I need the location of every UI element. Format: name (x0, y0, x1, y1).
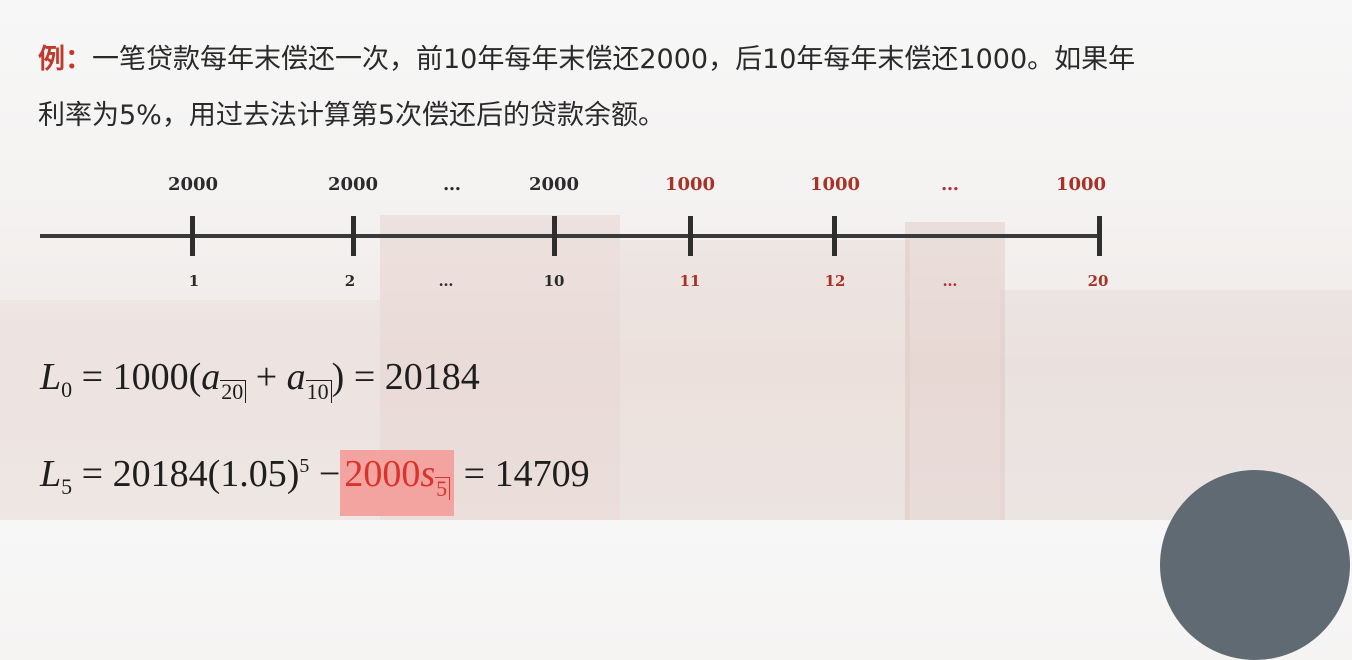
timeline-tick (688, 216, 693, 256)
payment-amount: 2000 (327, 174, 379, 195)
problem-line-2: 利率为5%，用过去法计算第5次偿还后的贷款余额。 (38, 100, 666, 131)
formula-result: 14709 (494, 453, 590, 495)
background-building (0, 300, 380, 520)
payment-amount: 1000 (1055, 174, 1107, 195)
period-ellipsis: … (438, 272, 454, 290)
formula-initial-balance: L0 = 1000(a20 + a10) = 20184 (40, 356, 480, 404)
period-label: 20 (1087, 272, 1109, 290)
cash-flow-timeline: 2000 2000 … 2000 1000 1000 … 1000 1 2 … … (0, 160, 1352, 310)
timeline-tick (351, 216, 356, 256)
problem-statement: 例：一笔贷款每年末偿还一次，前10年每年末偿还2000，后10年每年末偿还100… (38, 32, 1338, 144)
highlighted-term: 2000s5 (340, 450, 455, 516)
period-label: 12 (824, 272, 846, 290)
period-label: 1 (188, 272, 200, 290)
example-label: 例： (38, 44, 92, 75)
timeline-tick (1097, 216, 1102, 256)
timeline-tick (190, 216, 195, 256)
annuity-subscript: 10 (305, 380, 332, 403)
formula-balance-after-5: L5 = 20184(1.05)5 −2000s5 = 14709 (40, 450, 590, 516)
background-building (620, 240, 910, 520)
annuity-subscript: 5 (435, 477, 451, 500)
period-label: 10 (543, 272, 565, 290)
period-label: 11 (679, 272, 701, 290)
payment-amount: 1000 (664, 174, 716, 195)
period-ellipsis: … (942, 272, 958, 290)
background-building (905, 222, 1005, 520)
timeline-tick (552, 216, 557, 256)
problem-line-1: 例：一笔贷款每年末偿还一次，前10年每年末偿还2000，后10年每年末偿还100… (38, 44, 1136, 75)
payment-amount: 1000 (809, 174, 861, 195)
formula-result: 20184 (384, 356, 480, 398)
period-label: 2 (344, 272, 356, 290)
payment-ellipsis: … (443, 174, 461, 195)
timeline-axis (40, 234, 1102, 238)
timeline-tick (832, 216, 837, 256)
corner-decoration (1160, 470, 1350, 660)
payment-ellipsis: … (941, 174, 959, 195)
annuity-subscript: 20 (220, 380, 247, 403)
payment-amount: 2000 (528, 174, 580, 195)
payment-amount: 2000 (167, 174, 219, 195)
